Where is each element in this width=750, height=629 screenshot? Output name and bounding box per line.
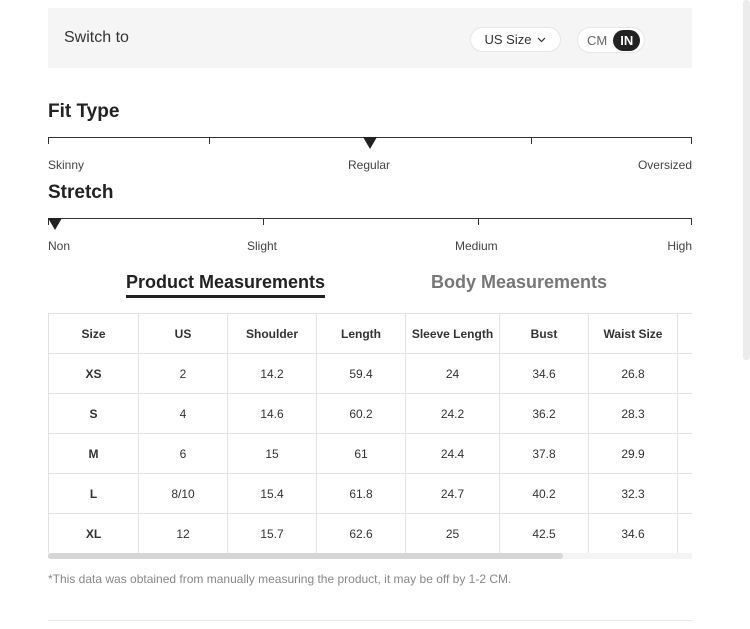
fit-type-title: Fit Type [48,101,120,122]
table-cell: S [48,393,139,434]
table-cell: 60.2 [316,393,406,434]
table-cell [677,473,692,514]
table-cell [677,513,692,553]
table-cell: 24.7 [405,473,500,514]
table-cell: 24 [405,353,500,394]
table-cell: 29.9 [588,433,678,474]
table-cell: L [48,473,139,514]
table-row: M 6 15 61 24.4 37.8 29.9 [48,433,692,474]
table-cell: 24.2 [405,393,500,434]
table-cell: 42.5 [499,513,589,553]
table-cell: 61.8 [316,473,406,514]
table-horizontal-scrollbar[interactable] [48,553,692,559]
table-cell: 28.3 [588,393,678,434]
table-cell: 2 [138,353,228,394]
table-cell: 12 [138,513,228,553]
table-cell: 34.6 [499,353,589,394]
tab-product-measurements[interactable]: Product Measurements [126,272,326,298]
column-header: Bust [499,313,589,354]
measurements-table: Size US Shoulder Length Sleeve Length Bust Wai… [48,313,692,553]
table-cell: 59.4 [316,353,406,394]
table-cell: 14.6 [227,393,317,434]
table-row: XS 2 14.2 59.4 24 34.6 26.8 [48,353,692,394]
fit-label-oversized: Oversized [637,158,692,172]
chevron-down-icon [538,37,546,42]
fit-label-skinny: Skinny [48,158,85,172]
table-row: L 8/10 15.4 61.8 24.7 40.2 32.3 [48,473,692,514]
table-cell: 34.6 [588,513,678,553]
tab-body-measurements[interactable]: Body Measurements [431,272,608,292]
table-cell: 14.2 [227,353,317,394]
table-cell: 37.8 [499,433,589,474]
table-cell: XS [48,353,139,394]
table-cell: 61 [316,433,406,474]
table-cell [677,433,692,474]
table-row: XL 12 15.7 62.6 25 42.5 34.6 [48,513,692,553]
table-cell: 32.3 [588,473,678,514]
fit-label-regular: Regular [348,158,391,172]
table-cell: 8/10 [138,473,228,514]
unit-toggle[interactable]: CM IN [577,27,645,53]
column-header [677,313,692,354]
scrollbar-thumb[interactable] [48,553,563,559]
column-header: Length [316,313,406,354]
unit-in[interactable]: IN [613,29,641,51]
table-cell: 62.6 [316,513,406,553]
switch-label: Switch to [64,29,129,46]
table-cell [677,353,692,394]
column-header: Waist Size [588,313,678,354]
measurement-note: *This data was obtained from manually me… [48,572,512,586]
table-cell: M [48,433,139,474]
stretch-marker-icon [48,218,62,230]
divider [48,620,692,621]
stretch-label-slight: Slight [247,239,278,253]
unit-cm[interactable]: CM [587,32,608,48]
table-cell [677,393,692,434]
stretch-title: Stretch [48,182,114,203]
table-cell: 26.8 [588,353,678,394]
table-cell: 40.2 [499,473,589,514]
table-cell: 24.4 [405,433,500,474]
column-header: Shoulder [227,313,317,354]
fit-type-scale: Skinny Regular Oversized [48,137,692,172]
page-vertical-scrollbar[interactable] [743,0,750,360]
column-header: Size [48,313,139,354]
table-cell: 15.7 [227,513,317,553]
column-header: Sleeve Length [405,313,500,354]
table-cell: 36.2 [499,393,589,434]
table-cell: XL [48,513,139,553]
table-cell: 15.4 [227,473,317,514]
table-row: S 4 14.6 60.2 24.2 36.2 28.3 [48,393,692,434]
stretch-scale: Non Slight Medium High [48,218,692,253]
stretch-label-high: High [667,239,692,253]
stretch-label-non: Non [48,239,71,253]
column-header: US [138,313,228,354]
stretch-label-medium: Medium [455,239,498,253]
size-system-value: US Size [484,32,532,47]
unit-switch-bar: Switch to US Size CM IN [48,8,692,68]
fit-type-marker-icon [363,137,377,149]
table-cell: 25 [405,513,500,553]
size-system-dropdown[interactable]: US Size [470,27,561,52]
table-cell: 6 [138,433,228,474]
table-cell: 15 [227,433,317,474]
table-cell: 4 [138,393,228,434]
